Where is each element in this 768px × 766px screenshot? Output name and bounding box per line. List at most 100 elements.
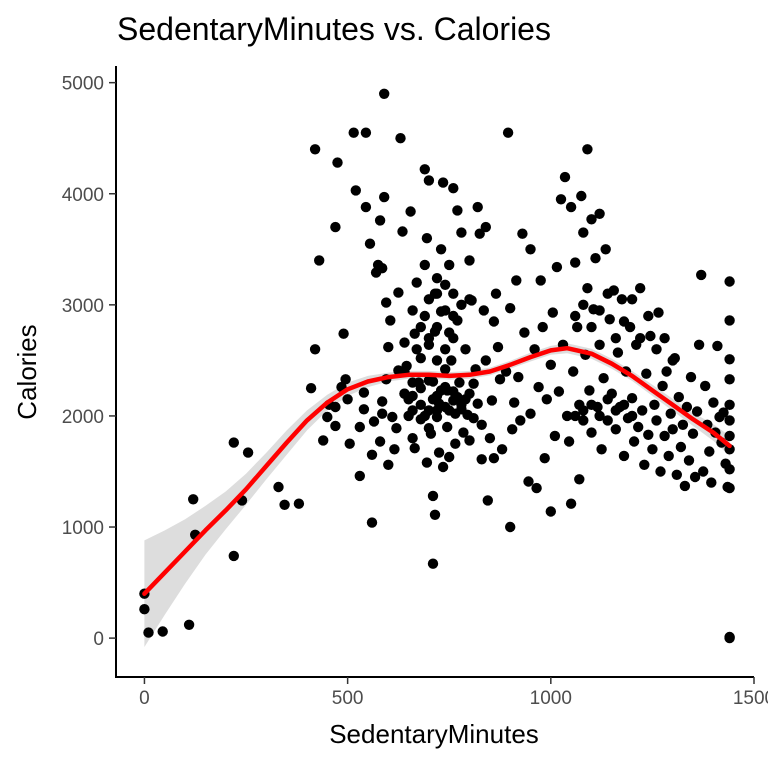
data-point — [374, 215, 386, 226]
data-point — [448, 333, 459, 344]
data-point — [242, 447, 254, 458]
data-point — [667, 355, 678, 366]
data-point — [659, 333, 670, 344]
data-point — [411, 344, 422, 355]
x-axis-title: SedentaryMinutes — [329, 719, 539, 749]
data-point — [649, 399, 660, 410]
data-point — [429, 509, 441, 520]
data-point — [602, 415, 613, 426]
data-point — [330, 420, 341, 432]
data-point — [342, 394, 353, 405]
data-point — [517, 228, 528, 239]
data-point — [435, 385, 447, 396]
data-point — [696, 269, 707, 281]
data-point — [360, 127, 372, 138]
data-point — [505, 521, 516, 533]
data-point — [641, 368, 652, 379]
data-point — [502, 127, 514, 138]
data-point — [322, 411, 333, 423]
data-point — [421, 233, 433, 244]
data-point — [724, 399, 735, 410]
data-point — [273, 481, 284, 493]
data-point — [366, 449, 378, 460]
data-point — [440, 279, 451, 290]
data-point — [358, 404, 370, 415]
data-point — [486, 395, 498, 406]
data-point — [563, 436, 575, 447]
data-point — [596, 444, 607, 455]
data-point — [511, 275, 522, 286]
x-tick-label: 1000 — [530, 688, 572, 709]
data-point — [547, 307, 558, 318]
data-point — [565, 498, 577, 509]
data-point — [332, 157, 343, 168]
data-point — [494, 374, 506, 385]
data-point — [586, 214, 597, 225]
data-point — [555, 194, 567, 205]
data-point — [570, 410, 581, 422]
data-point — [381, 297, 392, 308]
data-point — [448, 183, 459, 194]
data-point — [377, 396, 388, 407]
data-point — [330, 401, 341, 413]
data-point — [419, 410, 430, 422]
data-point — [598, 373, 609, 384]
data-point — [427, 558, 439, 569]
data-point — [681, 401, 693, 413]
data-point — [586, 399, 597, 410]
data-point — [626, 410, 638, 422]
data-point — [700, 380, 711, 392]
data-point — [415, 353, 426, 364]
data-point — [718, 407, 729, 418]
data-point — [651, 344, 662, 355]
data-point — [458, 427, 469, 438]
x-tick-label: 0 — [139, 688, 150, 709]
data-point — [157, 626, 168, 637]
smooth-line — [142, 345, 732, 596]
data-point — [360, 201, 372, 213]
data-point — [454, 377, 465, 388]
data-point — [452, 205, 463, 216]
data-point — [330, 221, 341, 233]
data-point — [448, 288, 459, 299]
data-point — [594, 305, 605, 316]
data-point — [586, 321, 597, 333]
data-point — [578, 415, 589, 426]
data-point — [403, 394, 414, 405]
data-point — [618, 399, 630, 410]
data-point — [364, 238, 376, 249]
data-point — [358, 387, 370, 398]
data-point — [647, 444, 658, 455]
data-point — [472, 398, 483, 409]
data-point — [387, 411, 398, 423]
data-point — [377, 263, 388, 274]
data-point — [415, 321, 426, 333]
data-point — [488, 453, 500, 464]
data-point — [488, 316, 500, 327]
data-point — [476, 454, 487, 465]
data-point — [228, 437, 239, 448]
data-point — [633, 421, 644, 433]
data-point — [673, 391, 684, 403]
data-point — [594, 339, 605, 350]
data-point — [309, 344, 321, 355]
data-point — [626, 393, 638, 404]
data-point — [551, 261, 563, 273]
data-point — [685, 371, 697, 383]
data-point — [415, 399, 426, 410]
data-point — [480, 221, 491, 233]
data-point — [645, 330, 656, 342]
data-point — [545, 359, 556, 370]
data-point — [444, 259, 455, 271]
data-point — [419, 259, 430, 271]
data-point — [679, 480, 691, 492]
data-point — [448, 310, 459, 322]
data-point — [407, 377, 418, 388]
data-point — [539, 453, 550, 464]
data-point — [570, 257, 581, 268]
data-point — [474, 228, 485, 239]
data-point — [431, 288, 443, 299]
data-point — [379, 191, 390, 203]
data-point — [344, 438, 355, 449]
data-point — [535, 275, 546, 286]
